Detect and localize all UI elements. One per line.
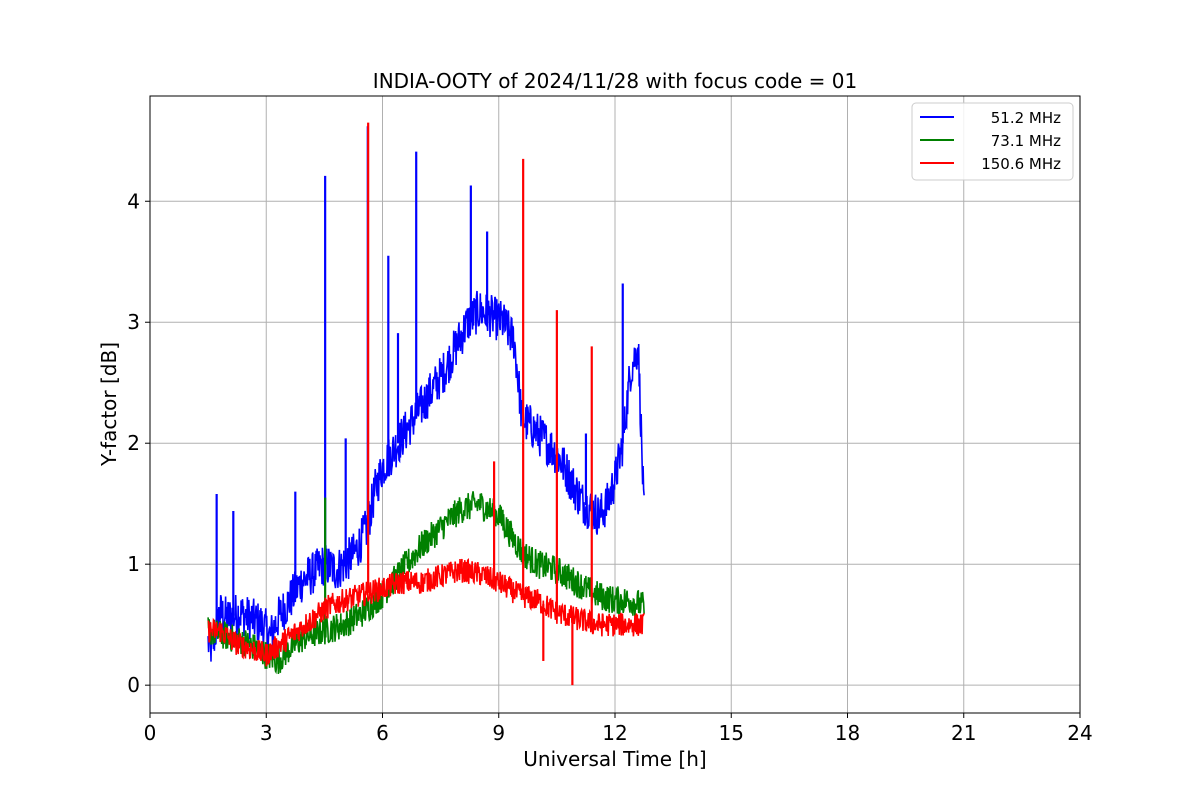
series-line bbox=[207, 491, 645, 675]
series-2 bbox=[207, 122, 645, 686]
x-tick-label: 6 bbox=[376, 721, 389, 745]
legend-label: 150.6 MHz bbox=[981, 155, 1061, 173]
x-tick-label: 24 bbox=[1067, 721, 1092, 745]
chart-title: INDIA-OOTY of 2024/11/28 with focus code… bbox=[373, 69, 857, 93]
series-layer bbox=[207, 122, 645, 686]
x-tick-label: 9 bbox=[492, 721, 505, 745]
x-tick-label: 15 bbox=[719, 721, 744, 745]
x-tick-label: 12 bbox=[602, 721, 627, 745]
y-tick-label: 0 bbox=[127, 673, 140, 697]
y-tick-label: 2 bbox=[127, 431, 140, 455]
legend-label: 73.1 MHz bbox=[991, 132, 1061, 150]
legend-box bbox=[911, 102, 1074, 181]
x-tick-label: 21 bbox=[951, 721, 976, 745]
legend-label: 51.2 MHz bbox=[991, 109, 1061, 127]
y-tick-label: 3 bbox=[127, 310, 140, 334]
series-line bbox=[207, 290, 645, 662]
x-tick-label: 3 bbox=[260, 721, 273, 745]
y-tick-label: 1 bbox=[127, 552, 140, 576]
x-tick-label: 18 bbox=[835, 721, 860, 745]
series-line bbox=[207, 558, 645, 667]
y-axis-title: Y-factor [dB] bbox=[97, 342, 121, 467]
y-tick-label: 4 bbox=[127, 189, 140, 213]
x-tick-label: 0 bbox=[144, 721, 157, 745]
x-axis-title: Universal Time [h] bbox=[523, 747, 706, 771]
legend: 51.2 MHz 73.1 MHz 150.6 MHz bbox=[911, 102, 1074, 181]
